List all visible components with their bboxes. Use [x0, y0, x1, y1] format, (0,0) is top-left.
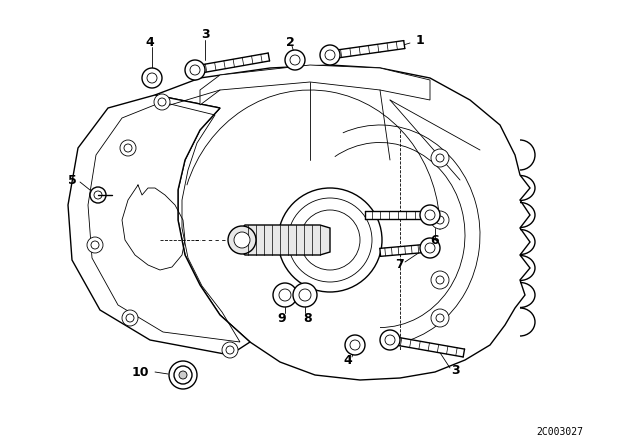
- Polygon shape: [389, 336, 465, 357]
- Circle shape: [126, 314, 134, 322]
- Polygon shape: [68, 95, 250, 355]
- Circle shape: [420, 238, 440, 258]
- Circle shape: [234, 232, 250, 248]
- Circle shape: [385, 335, 395, 345]
- Text: 9: 9: [278, 311, 286, 324]
- Circle shape: [174, 366, 192, 384]
- Circle shape: [436, 314, 444, 322]
- Circle shape: [147, 73, 157, 83]
- Text: 1: 1: [415, 34, 424, 47]
- Circle shape: [300, 210, 360, 270]
- Circle shape: [169, 361, 197, 389]
- Text: 3: 3: [451, 363, 460, 376]
- Circle shape: [278, 188, 382, 292]
- Circle shape: [279, 289, 291, 301]
- Circle shape: [222, 342, 238, 358]
- Polygon shape: [330, 41, 405, 59]
- Text: 4: 4: [344, 353, 353, 366]
- Circle shape: [158, 98, 166, 106]
- Text: 7: 7: [396, 258, 404, 271]
- Polygon shape: [380, 244, 430, 256]
- Circle shape: [185, 60, 205, 80]
- Circle shape: [226, 346, 234, 354]
- Text: 4: 4: [146, 35, 154, 48]
- Circle shape: [293, 283, 317, 307]
- Circle shape: [273, 283, 297, 307]
- Text: 8: 8: [304, 311, 312, 324]
- Circle shape: [290, 55, 300, 65]
- Circle shape: [431, 211, 449, 229]
- Circle shape: [120, 140, 136, 156]
- Circle shape: [431, 309, 449, 327]
- Polygon shape: [240, 225, 330, 255]
- Circle shape: [325, 50, 335, 60]
- Text: 2C003027: 2C003027: [536, 427, 584, 437]
- Text: 5: 5: [68, 173, 76, 186]
- Circle shape: [436, 276, 444, 284]
- Circle shape: [288, 198, 372, 282]
- Circle shape: [299, 289, 311, 301]
- Circle shape: [345, 335, 365, 355]
- Circle shape: [425, 210, 435, 220]
- Circle shape: [431, 271, 449, 289]
- Circle shape: [350, 340, 360, 350]
- Circle shape: [154, 94, 170, 110]
- Circle shape: [91, 241, 99, 249]
- Text: 10: 10: [131, 366, 148, 379]
- Circle shape: [320, 45, 340, 65]
- Polygon shape: [365, 211, 430, 219]
- Circle shape: [431, 149, 449, 167]
- Circle shape: [190, 65, 200, 75]
- Circle shape: [94, 191, 102, 199]
- Circle shape: [285, 50, 305, 70]
- Circle shape: [228, 226, 256, 254]
- Circle shape: [124, 144, 132, 152]
- Circle shape: [87, 237, 103, 253]
- Circle shape: [380, 330, 400, 350]
- Circle shape: [142, 68, 162, 88]
- Circle shape: [425, 243, 435, 253]
- Circle shape: [122, 310, 138, 326]
- Text: 3: 3: [201, 29, 209, 42]
- Circle shape: [90, 187, 106, 203]
- Polygon shape: [195, 53, 269, 74]
- Circle shape: [436, 154, 444, 162]
- Polygon shape: [155, 65, 530, 380]
- Circle shape: [179, 371, 187, 379]
- Circle shape: [420, 205, 440, 225]
- Polygon shape: [200, 65, 430, 105]
- Text: 2: 2: [285, 35, 294, 48]
- Circle shape: [436, 216, 444, 224]
- Text: 6: 6: [431, 233, 439, 246]
